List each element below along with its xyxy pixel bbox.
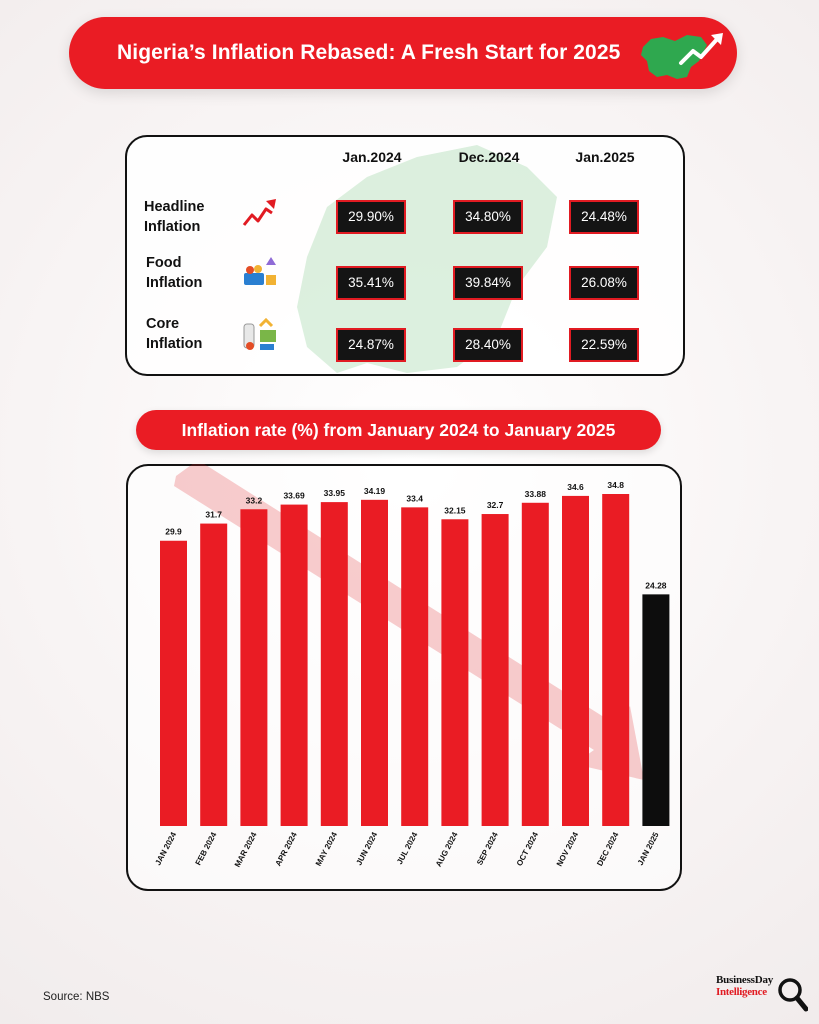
bar-sep-2024 bbox=[481, 514, 509, 826]
category-label-mar-2024: MAR 2024 bbox=[233, 830, 259, 868]
row-label-headline: Headline Inflation bbox=[144, 199, 205, 235]
category-label-jan-2025: JAN 2025 bbox=[636, 830, 661, 867]
value-label-sep-2024: 32.7 bbox=[487, 500, 504, 510]
bar-may-2024 bbox=[320, 502, 348, 826]
value-label-jan-2025: 24.28 bbox=[645, 580, 667, 590]
category-label-apr-2024: APR 2024 bbox=[274, 830, 300, 867]
category-label-jan-2024: JAN 2024 bbox=[153, 830, 178, 867]
nigeria-map-icon bbox=[641, 33, 723, 79]
value-label-nov-2024: 34.6 bbox=[567, 482, 584, 492]
bar-mar-2024 bbox=[240, 509, 268, 826]
value-core-jan-2024: 24.87% bbox=[336, 328, 406, 362]
row-label-food: Food Inflation bbox=[146, 255, 203, 291]
value-label-jul-2024: 33.4 bbox=[406, 493, 423, 503]
value-label-oct-2024: 33.88 bbox=[525, 489, 547, 499]
value-label-jan-2024: 29.9 bbox=[165, 527, 182, 537]
core-goods-icon bbox=[243, 318, 276, 350]
value-food-jan-2024: 35.41% bbox=[336, 266, 406, 300]
magnifier-icon bbox=[778, 978, 808, 1012]
value-label-jun-2024: 34.19 bbox=[364, 486, 386, 496]
logo-line-1: BusinessDay bbox=[716, 974, 774, 986]
bar-jun-2024 bbox=[361, 499, 388, 826]
value-core-jan-2025: 22.59% bbox=[569, 328, 639, 362]
trend-arrow-icon bbox=[679, 33, 723, 65]
bar-nov-2024 bbox=[562, 495, 589, 826]
inflation-bar-chart: 29.9 31.7 33.2 33.69 33.95 34.19 33.4 32.15 32.7… bbox=[153, 464, 670, 869]
column-header-jan-2024: Jan.2024 bbox=[342, 149, 402, 165]
food-basket-icon bbox=[244, 257, 276, 285]
bar-feb-2024 bbox=[200, 523, 228, 826]
bar-jan-2024 bbox=[160, 540, 187, 826]
category-label-feb-2024: FEB 2024 bbox=[194, 830, 219, 867]
value-label-may-2024: 33.95 bbox=[324, 488, 346, 498]
column-header-dec-2024: Dec.2024 bbox=[458, 149, 520, 165]
chart-title-banner: Inflation rate (%) from January 2024 to … bbox=[136, 410, 661, 450]
title-banner: Nigeria’s Inflation Rebased: A Fresh Sta… bbox=[69, 17, 737, 89]
bar-apr-2024 bbox=[280, 504, 308, 826]
category-label-jul-2024: JUL 2024 bbox=[395, 830, 420, 866]
businessday-logo: BusinessDay Intelligence bbox=[716, 974, 808, 1014]
bar-jan-2025 bbox=[642, 594, 670, 826]
value-label-apr-2024: 33.69 bbox=[283, 491, 305, 501]
source-note: Source: NBS bbox=[43, 991, 110, 1003]
category-label-oct-2024: OCT 2024 bbox=[515, 830, 541, 867]
value-headline-jan-2025: 24.48% bbox=[569, 200, 639, 234]
bar-jul-2024 bbox=[401, 507, 429, 826]
value-label-dec-2024: 34.8 bbox=[607, 480, 624, 490]
bar-aug-2024 bbox=[441, 519, 469, 826]
column-header-jan-2025: Jan.2025 bbox=[575, 149, 635, 165]
bar-oct-2024 bbox=[521, 502, 549, 826]
value-label-aug-2024: 32.15 bbox=[444, 505, 466, 515]
row-label-core: Core Inflation bbox=[146, 316, 203, 352]
value-headline-dec-2024: 34.80% bbox=[453, 200, 523, 234]
category-label-jun-2024: JUN 2024 bbox=[354, 830, 379, 867]
chart-title: Inflation rate (%) from January 2024 to … bbox=[181, 420, 616, 440]
category-label-aug-2024: AUG 2024 bbox=[434, 830, 460, 868]
value-food-jan-2025: 26.08% bbox=[569, 266, 639, 300]
category-label-dec-2024: DEC 2024 bbox=[595, 830, 621, 867]
value-label-feb-2024: 31.7 bbox=[205, 510, 222, 520]
category-label-nov-2024: NOV 2024 bbox=[555, 830, 581, 868]
category-label-sep-2024: SEP 2024 bbox=[475, 830, 500, 866]
trend-up-icon bbox=[242, 199, 276, 226]
value-label-mar-2024: 33.2 bbox=[246, 495, 263, 505]
value-headline-jan-2024: 29.90% bbox=[336, 200, 406, 234]
value-core-dec-2024: 28.40% bbox=[453, 328, 523, 362]
bar-dec-2024 bbox=[602, 494, 630, 826]
value-food-dec-2024: 39.84% bbox=[453, 266, 523, 300]
page-title: Nigeria’s Inflation Rebased: A Fresh Sta… bbox=[117, 41, 621, 64]
category-label-may-2024: MAY 2024 bbox=[314, 830, 340, 867]
logo-line-2: Intelligence bbox=[716, 986, 767, 998]
inflation-summary-card: Jan.2024 Dec.2024 Jan.2025 Headline Infl… bbox=[125, 135, 685, 376]
